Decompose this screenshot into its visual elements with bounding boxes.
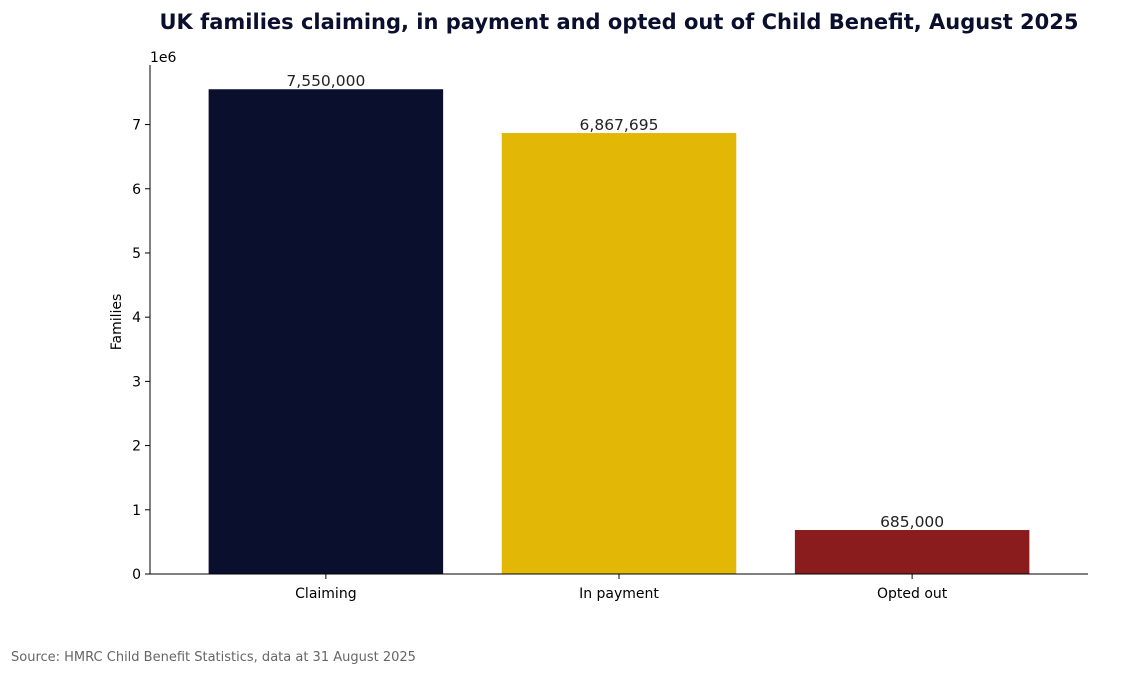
bar-opted-out xyxy=(794,530,1030,574)
y-axis-offset-label: 1e6 xyxy=(150,50,177,66)
x-axis-ticks: Claiming In payment Opted out xyxy=(295,574,948,602)
y-tick-label: 3 xyxy=(132,374,141,390)
bar-claiming xyxy=(208,89,444,574)
chart-title: UK families claiming, in payment and opt… xyxy=(159,10,1078,34)
y-tick-label: 6 xyxy=(132,182,141,198)
y-tick-label: 2 xyxy=(132,439,141,455)
y-axis-label: Families xyxy=(109,294,125,351)
x-tick-label: Opted out xyxy=(877,586,948,602)
y-tick-label: 1 xyxy=(132,503,141,519)
source-note: Source: HMRC Child Benefit Statistics, d… xyxy=(11,650,416,665)
x-tick-label: Claiming xyxy=(295,586,356,602)
y-tick-label: 4 xyxy=(132,310,141,326)
y-tick-label: 7 xyxy=(132,118,141,134)
y-tick-label: 0 xyxy=(132,567,141,583)
data-label-claiming: 7,550,000 xyxy=(286,72,365,90)
data-label-in-payment: 6,867,695 xyxy=(580,116,659,134)
bars-group xyxy=(208,89,1030,575)
y-axis-ticks: 0 1 2 3 4 5 6 7 xyxy=(132,118,150,583)
x-tick-label: In payment xyxy=(579,586,659,602)
data-label-opted-out: 685,000 xyxy=(880,513,944,531)
data-labels-group: 7,550,000 6,867,695 685,000 xyxy=(286,72,944,531)
bar-in-payment xyxy=(501,133,737,575)
y-tick-label: 5 xyxy=(132,246,141,262)
